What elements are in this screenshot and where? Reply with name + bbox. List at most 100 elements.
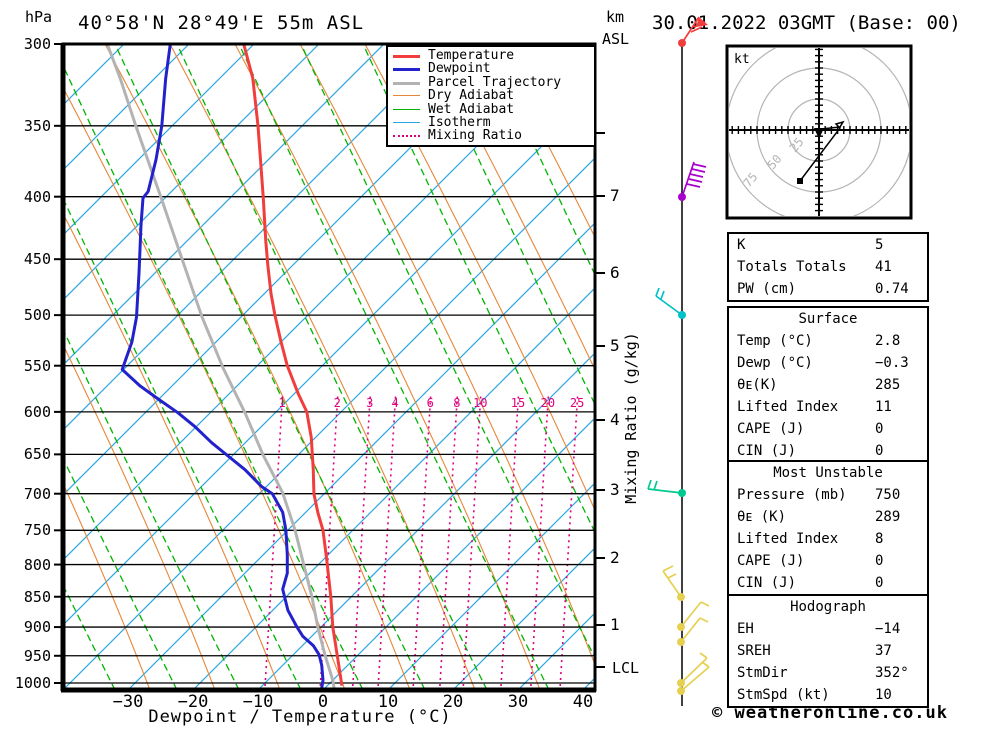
row-label: CIN (J) [737, 575, 797, 591]
km-tick-label: 1 [610, 615, 620, 634]
row-label: K [737, 237, 746, 253]
mixing-ratio-value-label: 15 [510, 396, 526, 410]
row-label: CAPE (J) [737, 553, 805, 569]
hodograph-ring-label: 50 [765, 152, 785, 172]
legend-label: Mixing Ratio [428, 128, 522, 144]
row-value: −0.3 [875, 355, 909, 371]
pressure-tick-label: 550 [23, 356, 51, 375]
row-value: 41 [875, 259, 892, 275]
mixing-ratio-line [559, 393, 579, 687]
table-row: StmSpd (kt) 10 [729, 684, 927, 706]
temperature-tick-label: −10 [242, 692, 274, 712]
pressure-tick-label: 500 [23, 306, 51, 325]
legend-label: Temperature [428, 48, 515, 63]
table-title: Most Unstable [773, 465, 883, 481]
legend-swatch [393, 121, 420, 123]
row-value: 352° [875, 665, 909, 681]
legend-label: Wet Adiabat [428, 101, 515, 117]
wind-barb [678, 161, 707, 201]
row-label: Lifted Index [737, 531, 839, 547]
table-title: Hodograph [790, 599, 866, 615]
isotherm-line [64, 45, 449, 430]
row-value: 0.74 [875, 281, 909, 297]
mixing-ratio-line [412, 393, 432, 687]
row-value: 11 [875, 399, 892, 415]
isotherm-line [64, 45, 514, 495]
km-tick-label: 6 [610, 263, 620, 282]
row-value: 5 [875, 237, 884, 253]
table-row: θᴇ (K) 289 [729, 506, 927, 528]
isotherm-line [128, 223, 594, 689]
row-label: θᴇ (K) [737, 509, 787, 525]
isotherm-line [258, 353, 594, 689]
isotherm-line [64, 45, 579, 560]
dry-adiabat-line [64, 88, 346, 689]
pressure-tick-label: 400 [23, 187, 51, 206]
table-most-unstable: Most Unstable Pressure (mb) 750 θᴇ (K) 289 Li… [727, 460, 929, 596]
mixing-ratio-line [377, 393, 397, 687]
isotherm-line [193, 288, 594, 689]
row-label: StmSpd (kt) [737, 687, 830, 703]
mixing-ratio-line [352, 393, 372, 687]
table-indices: K 5 Totals Totals 41 PW (cm) 0.74 [727, 232, 929, 302]
table-row: Totals Totals 41 [729, 256, 927, 278]
pressure-tick-label: 600 [23, 402, 51, 421]
table-row: Pressure (mb) 750 [729, 484, 927, 506]
wet-adiabat-line [64, 199, 302, 689]
temperature-tick-label: 0 [317, 692, 329, 712]
isotherm-line [64, 158, 594, 689]
table-row: SREH 37 [729, 640, 927, 662]
legend-entry: Parcel Trajectory [388, 76, 594, 89]
mixing-ratio-line [264, 393, 284, 687]
legend-swatch [393, 135, 420, 138]
row-label: EH [737, 621, 754, 637]
wet-adiabat-line [176, 45, 488, 689]
row-label: Dewp (°C) [737, 355, 813, 371]
pressure-tick-label: 450 [23, 250, 51, 269]
row-label: Pressure (mb) [737, 487, 847, 503]
table-row: StmDir 352° [729, 662, 927, 684]
row-label: Temp (°C) [737, 333, 813, 349]
pressure-tick-label: 750 [23, 521, 51, 540]
hodograph-frame [725, 44, 913, 220]
wet-adiabat-line [300, 45, 594, 658]
temperature-tick-label: 20 [442, 692, 464, 712]
legend-entry: Dry Adiabat [388, 89, 594, 102]
legend-label: Parcel Trajectory [428, 74, 562, 90]
mixing-ratio-axis-label: Mixing Ratio (g/kg) [622, 332, 640, 504]
km-tick-label: 4 [610, 410, 620, 429]
hodograph-end-dot [797, 178, 803, 184]
dry-adiabat-line [429, 45, 594, 369]
pressure-tick-label: 800 [23, 555, 51, 574]
legend-swatch [393, 81, 420, 85]
km-tick-label: 2 [610, 548, 620, 567]
hodograph-trace [799, 120, 845, 182]
table-title: Surface [798, 311, 858, 327]
table-row: Lifted Index 8 [729, 528, 927, 550]
wind-barb [677, 601, 710, 631]
asl-unit-label: ASL [602, 30, 630, 48]
isotherm-line [64, 45, 319, 300]
row-value: 2.8 [875, 333, 901, 349]
copyright: © weatheronline.co.uk [712, 703, 948, 723]
row-value: 0 [875, 421, 884, 437]
mixing-ratio-line [439, 393, 459, 687]
row-value: 10 [875, 687, 892, 703]
legend: Temperature Dewpoint Parcel Trajectory Dry … [386, 45, 596, 147]
valid-date: 30.01.2022 03GMT (Base: 00) [652, 12, 961, 34]
row-label: PW (cm) [737, 281, 797, 297]
legend-swatch [393, 55, 420, 58]
lcl-label: LCL [612, 659, 640, 677]
row-value: 0 [875, 553, 884, 569]
temperature-tick-label: −30 [112, 692, 144, 712]
temperature-tick-label: −20 [177, 692, 209, 712]
pressure-unit-label: hPa [25, 8, 53, 26]
wet-adiabat-line [238, 45, 550, 689]
row-label: Totals Totals [737, 259, 847, 275]
mixing-ratio-value-label: 3 [366, 396, 374, 410]
table-row: Temp (°C) 2.8 [729, 330, 927, 352]
legend-label: Isotherm [428, 114, 491, 130]
wind-barb [662, 565, 685, 601]
legend-swatch [393, 108, 420, 110]
